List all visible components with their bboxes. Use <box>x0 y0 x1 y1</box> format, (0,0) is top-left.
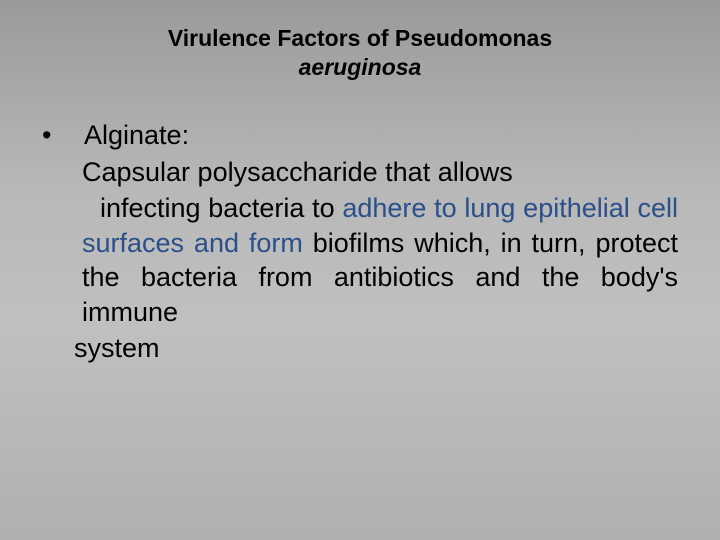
title-line-2-italic: aeruginosa <box>0 53 720 82</box>
slide: Virulence Factors of Pseudomonas aerugin… <box>0 0 720 540</box>
bullet-heading: Alginate: <box>84 120 189 150</box>
paragraph-line-1: Capsular polysaccharide that allows <box>82 155 678 190</box>
slide-body: • Alginate: Capsular polysaccharide that… <box>36 118 678 366</box>
bullet-marker: • <box>36 118 84 153</box>
bullet-content: Alginate: <box>84 118 678 153</box>
slide-title: Virulence Factors of Pseudomonas aerugin… <box>0 24 720 82</box>
title-line-1: Virulence Factors of Pseudomonas <box>0 24 720 53</box>
paragraph-last-line: system <box>74 331 678 366</box>
paragraph-main: infecting bacteria to adhere to lung epi… <box>82 191 678 329</box>
bullet-item: • Alginate: <box>36 118 678 153</box>
text-pre-link: infecting bacteria to <box>100 193 342 223</box>
